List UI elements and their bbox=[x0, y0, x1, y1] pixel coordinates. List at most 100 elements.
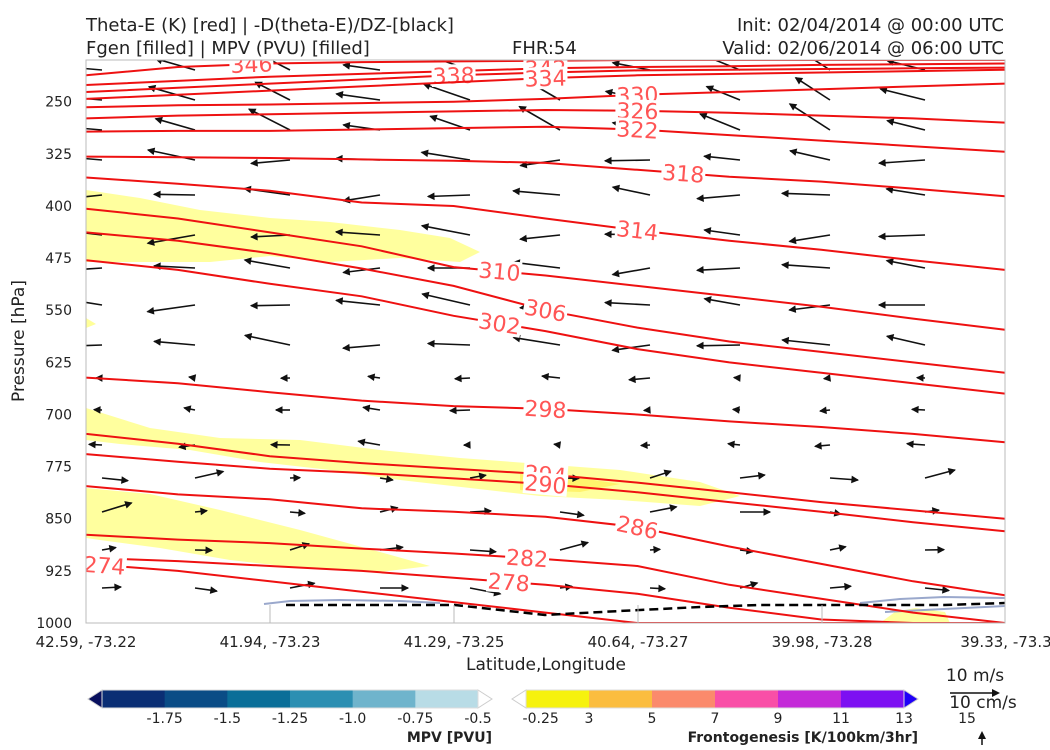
theta-e-label: 298 bbox=[524, 397, 567, 425]
wind-arrow-head bbox=[851, 475, 860, 484]
theta-e-label: 338 bbox=[432, 64, 475, 90]
wind-arrow-head bbox=[66, 124, 72, 130]
y-tick-label: 400 bbox=[45, 199, 72, 215]
colorbar-tick-label: -1.5 bbox=[214, 711, 241, 727]
wind-arrow-head bbox=[342, 121, 351, 130]
wind-arrow-shaft bbox=[886, 259, 926, 269]
theta-e-label: 282 bbox=[505, 546, 548, 574]
wind-scale-vertical-head bbox=[978, 731, 986, 739]
wind-arrow-shaft bbox=[878, 234, 926, 238]
wind-arrow-head bbox=[937, 545, 946, 554]
wind-arrow-head bbox=[489, 547, 498, 556]
mpv-colorbar-label: MPV [PVU] bbox=[407, 730, 492, 746]
wind-arrow-head bbox=[335, 297, 344, 305]
colorbar-extend-left bbox=[87, 689, 103, 709]
wind-arrow-shaft bbox=[336, 299, 381, 306]
wind-arrow-head bbox=[342, 61, 351, 70]
wind-arrow-head bbox=[749, 581, 759, 589]
wind-arrow-shaft bbox=[604, 159, 651, 162]
colorbar-swatch bbox=[841, 690, 905, 708]
wind-arrow-head bbox=[249, 159, 258, 167]
wind-arrow-shaft bbox=[789, 234, 831, 243]
wind-arrow-head bbox=[703, 153, 712, 161]
wind-arrow-head bbox=[658, 584, 667, 593]
wind-arrow-head bbox=[732, 374, 741, 382]
theta-e-label: 322 bbox=[616, 117, 659, 145]
wind-arrow-head bbox=[844, 582, 853, 591]
wind-arrow-head bbox=[763, 508, 772, 516]
wind-arrow-head bbox=[124, 501, 133, 509]
wind-arrow-head bbox=[822, 374, 832, 382]
wind-arrow-head bbox=[780, 261, 789, 269]
wind-arrow-shaft bbox=[879, 159, 926, 164]
wind-arrow-head bbox=[611, 345, 620, 354]
wind-arrow-head bbox=[885, 334, 895, 342]
x-tick-label: 42.59, -73.22 bbox=[36, 633, 137, 651]
wind-arrow-shaft bbox=[697, 194, 741, 200]
wind-arrow-head bbox=[695, 266, 704, 274]
theta-e-label-bg bbox=[614, 216, 661, 244]
colorbar-swatch bbox=[652, 690, 716, 708]
colorbar-swatch bbox=[290, 690, 354, 708]
colorbar-swatch bbox=[164, 690, 228, 708]
chart-title-line1: Theta-E (K) [red] | -D(theta-E)/DZ-[blac… bbox=[85, 15, 454, 36]
colorbar-swatch bbox=[778, 690, 842, 708]
wind-arrow-shaft bbox=[86, 301, 103, 306]
theta-e-label-bg bbox=[613, 511, 662, 543]
wind-arrow-head bbox=[421, 291, 430, 300]
wind-arrow-head bbox=[553, 441, 562, 449]
wind-arrow-head bbox=[653, 545, 662, 554]
colorbar-swatch bbox=[102, 690, 166, 708]
wind-arrow-head bbox=[279, 374, 288, 382]
wind-arrow-head bbox=[60, 296, 66, 302]
colorbar-tick-label: 11 bbox=[832, 711, 850, 727]
x-axis-ticks: 42.59, -73.22 41.94, -73.23 41.29, -73.25 4… bbox=[36, 605, 1050, 651]
x-tick-label: 40.64, -73.27 bbox=[588, 633, 689, 651]
mpv-colorbar: -1.75 -1.5 -1.25 -1.0 -0.75 -0.5 -0.25 bbox=[87, 689, 559, 727]
wind-arrow-head bbox=[154, 116, 163, 125]
colorbar-tick-label: 7 bbox=[711, 711, 720, 727]
theta-e-label-bg bbox=[521, 295, 570, 326]
wind-arrow-shaft bbox=[605, 301, 651, 306]
wind-arrow-head bbox=[395, 544, 404, 552]
colorbar-tick-label: -1.75 bbox=[147, 711, 183, 727]
wind-arrow-shaft bbox=[880, 88, 926, 101]
wind-arrow-head bbox=[663, 469, 672, 477]
fgen-colorbar-label: Frontogenesis [K/100km/3hr] bbox=[688, 730, 918, 746]
fgen-fill-lower bbox=[86, 488, 430, 572]
wind-arrow-shaft bbox=[268, 60, 291, 71]
wind-arrow-head bbox=[426, 192, 435, 201]
wind-arrow-head bbox=[611, 269, 620, 278]
theta-e-contour-326 bbox=[86, 108, 1005, 124]
wind-scale-horizontal-head bbox=[992, 689, 1000, 697]
wind-arrow-shaft bbox=[513, 336, 561, 346]
y-tick-label: 775 bbox=[45, 460, 72, 476]
wind-arrow-head bbox=[705, 85, 715, 93]
y-axis-ticks: 250 325 400 475 550 625 700 775 850 925 1000 bbox=[36, 95, 72, 632]
wind-arrow-head bbox=[153, 338, 161, 346]
wind-scale-key: 10 m/s 10 cm/s bbox=[946, 666, 1017, 745]
wind-arrow-head bbox=[420, 223, 430, 231]
wind-arrow-head bbox=[886, 118, 895, 126]
wind-arrow-head bbox=[885, 258, 894, 266]
wind-arrow-shaft bbox=[157, 60, 196, 71]
theta-e-label-bg bbox=[523, 66, 568, 90]
theta-e-label-bg bbox=[229, 60, 274, 77]
theta-e-label: 310 bbox=[477, 258, 521, 287]
wind-arrow-shaft bbox=[422, 293, 471, 306]
theta-e-label: 334 bbox=[524, 66, 567, 92]
wind-arrow-head bbox=[877, 158, 886, 167]
wind-arrow-head bbox=[877, 232, 886, 241]
wind-arrow-head bbox=[478, 472, 487, 481]
wind-arrow-shaft bbox=[782, 339, 831, 346]
wind-arrow-head bbox=[92, 406, 101, 414]
wind-arrow-head bbox=[910, 405, 919, 414]
colorbar-tick-label: 9 bbox=[774, 711, 783, 727]
theta-e-contour-330 bbox=[86, 82, 1005, 109]
wind-arrow-head bbox=[512, 187, 520, 196]
wind-arrow-head bbox=[420, 149, 429, 158]
fgen-fill-upper bbox=[86, 190, 480, 262]
wind-arrow-head bbox=[462, 441, 471, 449]
colorbar-swatch bbox=[415, 690, 479, 708]
